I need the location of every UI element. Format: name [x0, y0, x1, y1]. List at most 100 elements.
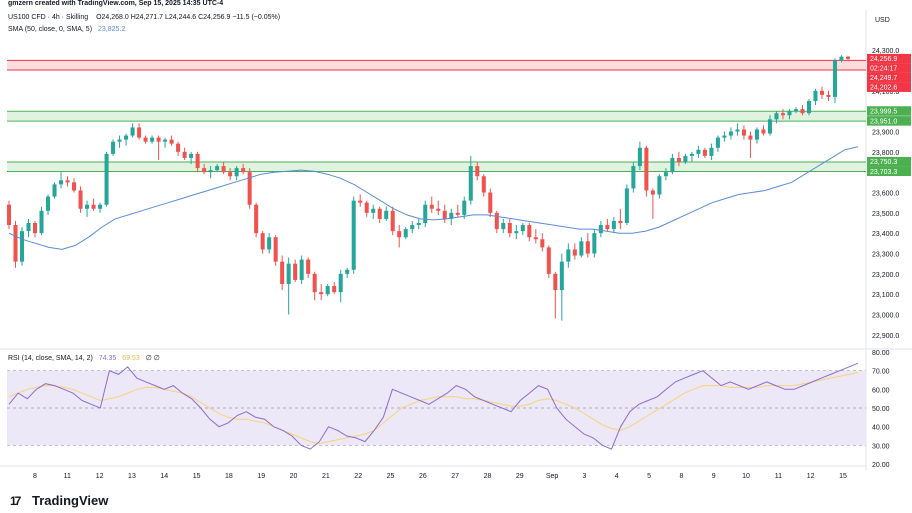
- candle-body[interactable]: [143, 137, 148, 142]
- candle-body[interactable]: [637, 147, 642, 167]
- candle-body[interactable]: [312, 273, 317, 293]
- candle-body[interactable]: [709, 147, 714, 156]
- candle-body[interactable]: [475, 166, 480, 177]
- candle-body[interactable]: [286, 263, 291, 284]
- candle-body[interactable]: [527, 225, 532, 238]
- candle-body[interactable]: [767, 119, 772, 134]
- tradingview-logo[interactable]: 17 TradingView: [10, 493, 108, 508]
- candle-body[interactable]: [182, 151, 187, 158]
- candle-body[interactable]: [247, 172, 252, 205]
- candle-body[interactable]: [442, 210, 447, 219]
- candle-body[interactable]: [624, 188, 629, 223]
- candle-body[interactable]: [598, 225, 603, 234]
- candle-body[interactable]: [397, 231, 402, 238]
- candle-body[interactable]: [826, 94, 831, 97]
- candle-body[interactable]: [832, 60, 838, 97]
- candle-body[interactable]: [676, 157, 681, 162]
- candle-body[interactable]: [234, 168, 239, 177]
- candle-body[interactable]: [299, 259, 304, 280]
- candle-body[interactable]: [787, 111, 792, 116]
- candle-body[interactable]: [735, 129, 740, 132]
- candle-body[interactable]: [137, 127, 142, 138]
- candle-body[interactable]: [722, 135, 727, 138]
- candle-body[interactable]: [819, 90, 825, 95]
- candle-body[interactable]: [221, 166, 226, 173]
- candle-body[interactable]: [611, 220, 616, 230]
- candle-body[interactable]: [416, 223, 421, 226]
- candle-body[interactable]: [800, 109, 805, 114]
- candle-body[interactable]: [208, 170, 213, 173]
- candle-body[interactable]: [377, 208, 382, 219]
- candle-body[interactable]: [273, 237, 278, 262]
- candle-body[interactable]: [423, 204, 428, 223]
- candle-body[interactable]: [306, 259, 311, 274]
- candle-body[interactable]: [371, 208, 376, 213]
- candle-body[interactable]: [644, 147, 649, 191]
- candle-body[interactable]: [780, 113, 785, 116]
- candle-body[interactable]: [449, 212, 454, 219]
- candle-body[interactable]: [494, 212, 499, 230]
- candle-body[interactable]: [104, 153, 109, 205]
- candle-body[interactable]: [39, 210, 44, 234]
- candle-body[interactable]: [715, 137, 720, 148]
- candle-body[interactable]: [72, 182, 77, 191]
- candle-body[interactable]: [683, 155, 688, 162]
- candle-body[interactable]: [293, 263, 298, 280]
- candle-body[interactable]: [130, 127, 135, 136]
- candle-body[interactable]: [156, 137, 161, 142]
- candle-body[interactable]: [754, 129, 759, 140]
- candle-body[interactable]: [280, 261, 285, 284]
- candle-body[interactable]: [332, 286, 337, 293]
- candle-body[interactable]: [462, 200, 467, 215]
- candle-body[interactable]: [741, 129, 746, 136]
- candle-body[interactable]: [228, 172, 233, 177]
- candle-body[interactable]: [91, 204, 96, 209]
- candle-body[interactable]: [358, 200, 363, 203]
- candle-body[interactable]: [26, 223, 31, 232]
- candle-body[interactable]: [189, 153, 194, 158]
- candle-body[interactable]: [436, 208, 441, 211]
- candle-body[interactable]: [325, 286, 330, 295]
- candle-body[interactable]: [533, 237, 538, 240]
- candle-body[interactable]: [85, 204, 90, 209]
- candle-body[interactable]: [176, 143, 181, 152]
- candle-body[interactable]: [13, 225, 18, 262]
- candle-body[interactable]: [260, 233, 265, 250]
- candle-body[interactable]: [429, 204, 434, 209]
- candle-body[interactable]: [839, 56, 844, 61]
- candle-body[interactable]: [748, 135, 753, 140]
- candle-body[interactable]: [501, 223, 506, 230]
- candle-body[interactable]: [111, 141, 116, 154]
- candle-body[interactable]: [572, 249, 577, 256]
- candle-body[interactable]: [32, 223, 38, 234]
- candle-body[interactable]: [403, 229, 408, 238]
- candle-body[interactable]: [605, 225, 610, 230]
- sma-legend[interactable]: SMA (50, close, 0, SMA, 5) 23,825.2: [8, 26, 125, 33]
- candle-body[interactable]: [546, 247, 551, 274]
- candle-body[interactable]: [345, 269, 350, 274]
- candle-body[interactable]: [631, 166, 636, 189]
- candle-body[interactable]: [514, 231, 519, 234]
- candle-body[interactable]: [124, 135, 129, 140]
- candle-body[interactable]: [540, 239, 545, 248]
- candle-body[interactable]: [6, 204, 12, 226]
- candle-body[interactable]: [761, 129, 766, 134]
- candle-body[interactable]: [507, 223, 512, 234]
- candle-body[interactable]: [696, 149, 701, 154]
- candle-body[interactable]: [19, 231, 25, 262]
- candle-body[interactable]: [351, 200, 356, 270]
- candle-body[interactable]: [728, 131, 733, 136]
- candle-body[interactable]: [169, 139, 174, 144]
- candle-body[interactable]: [468, 166, 473, 201]
- candle-body[interactable]: [585, 241, 590, 254]
- candle-body[interactable]: [813, 90, 818, 101]
- candle-body[interactable]: [410, 225, 415, 230]
- candle-body[interactable]: [150, 137, 155, 142]
- candle-body[interactable]: [793, 109, 798, 112]
- candle-body[interactable]: [650, 190, 655, 195]
- candle-body[interactable]: [566, 249, 571, 262]
- candle-body[interactable]: [618, 220, 623, 223]
- candle-body[interactable]: [267, 237, 272, 250]
- candle-body[interactable]: [46, 196, 51, 211]
